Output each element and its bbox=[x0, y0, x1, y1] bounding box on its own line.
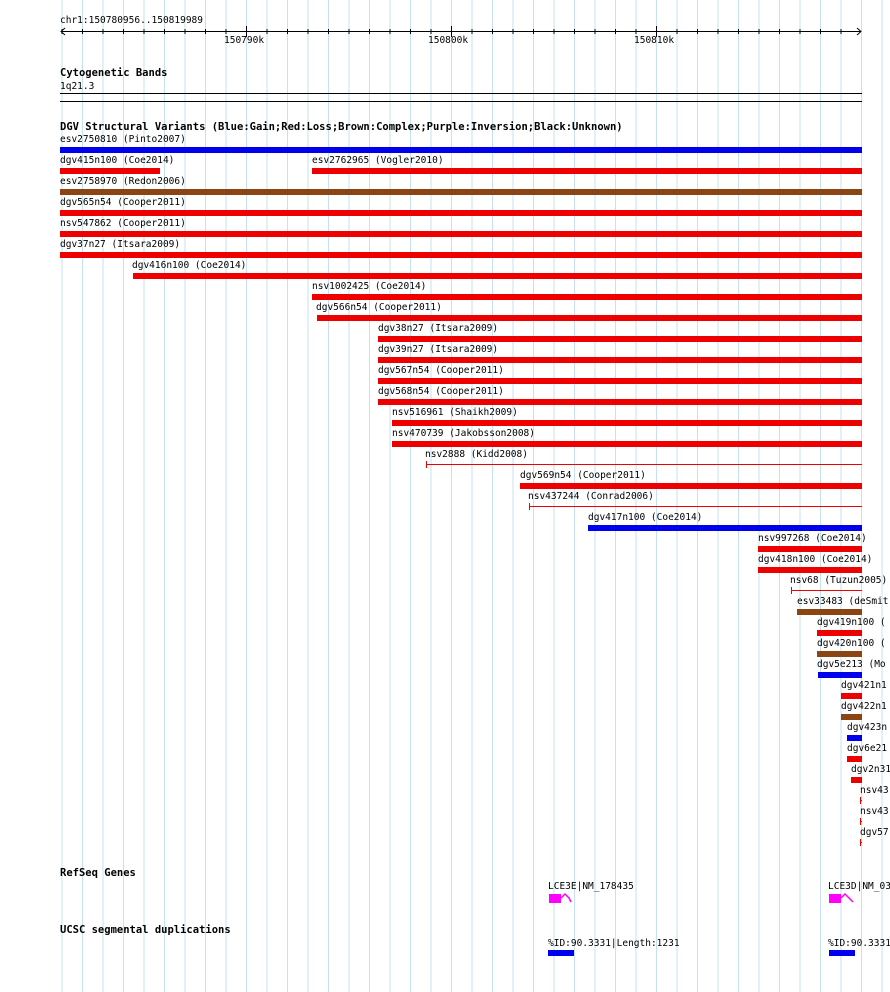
dgv-feature-label[interactable]: esv2762965 (Vogler2010) bbox=[312, 155, 444, 166]
dgv-feature-bar[interactable] bbox=[860, 842, 862, 843]
gene-label[interactable]: LCE3E|NM_178435 bbox=[548, 881, 634, 892]
dgv-feature-label[interactable]: dgv416n100 (Coe2014) bbox=[132, 260, 247, 271]
dgv-feature-label[interactable]: dgv422n1 bbox=[841, 701, 887, 712]
ruler-location: chr1:150780956..150819989 bbox=[60, 15, 203, 26]
dgv-feature-bar[interactable] bbox=[133, 273, 862, 279]
dgv-feature-label[interactable]: dgv57 bbox=[860, 827, 889, 838]
dgv-feature-label[interactable]: dgv567n54 (Cooper2011) bbox=[378, 365, 504, 376]
segdup-label[interactable]: %ID:90.3331 bbox=[828, 938, 890, 949]
dgv-feature-bar[interactable] bbox=[392, 441, 862, 447]
dgv-feature-bar[interactable] bbox=[818, 672, 862, 678]
dgv-feature-label[interactable]: dgv6e21 bbox=[847, 743, 888, 754]
dgv-feature-bar[interactable] bbox=[378, 399, 862, 405]
dgv-feature-bar[interactable] bbox=[758, 567, 862, 573]
dgv-feature-label[interactable]: dgv566n54 (Cooper2011) bbox=[316, 302, 442, 313]
dgv-feature-label[interactable]: dgv5e213 (Mo bbox=[817, 659, 886, 670]
dgv-feature-bar[interactable] bbox=[312, 168, 862, 174]
cytoband-track-title: Cytogenetic Bands bbox=[60, 67, 168, 79]
dgv-feature-label[interactable]: dgv418n100 (Coe2014) bbox=[758, 554, 873, 565]
gene-glyph-lce3e[interactable] bbox=[548, 892, 574, 906]
dgv-feature-bar[interactable] bbox=[60, 189, 862, 195]
dgv-feature-label[interactable]: dgv2n31 bbox=[851, 764, 890, 775]
dgv-feature-bar[interactable] bbox=[60, 147, 862, 153]
ruler-tick-label: 150790k bbox=[224, 35, 265, 46]
dgv-feature-label[interactable]: nsv516961 (Shaikh2009) bbox=[392, 407, 518, 418]
dgv-feature-bar[interactable] bbox=[529, 506, 862, 507]
dgv-feature-bar[interactable] bbox=[817, 630, 862, 636]
dgv-feature-bar[interactable] bbox=[378, 336, 862, 342]
dgv-feature-label[interactable]: dgv423n bbox=[847, 722, 888, 733]
gene-glyph-lce3d[interactable] bbox=[828, 892, 858, 906]
dgv-feature-label[interactable]: nsv68 (Tuzun2005) bbox=[790, 575, 888, 586]
dgv-feature-bar[interactable] bbox=[791, 590, 862, 591]
dgv-feature-label[interactable]: esv2758970 (Redon2006) bbox=[60, 176, 186, 187]
dgv-feature-bar[interactable] bbox=[588, 525, 862, 531]
dgv-feature-bar[interactable] bbox=[758, 546, 862, 552]
dgv-feature-bar[interactable] bbox=[60, 168, 160, 174]
dgv-feature-bar[interactable] bbox=[860, 800, 862, 801]
dgv-feature-bar[interactable] bbox=[860, 821, 862, 822]
dgv-feature-label[interactable]: nsv43 bbox=[860, 806, 889, 817]
dgv-feature-label[interactable]: esv33483 (deSmit bbox=[797, 596, 889, 607]
dgv-feature-bar[interactable] bbox=[60, 231, 862, 237]
dgv-feature-bar[interactable] bbox=[60, 252, 862, 258]
dgv-feature-bar[interactable] bbox=[426, 464, 862, 465]
dgv-feature-bar[interactable] bbox=[851, 777, 862, 783]
refseq-track-title: RefSeq Genes bbox=[60, 867, 136, 879]
cytoband-bar-bottom bbox=[60, 101, 862, 102]
dgv-feature-label[interactable]: dgv569n54 (Cooper2011) bbox=[520, 470, 646, 481]
dgv-feature-bar[interactable] bbox=[797, 609, 862, 615]
dgv-feature-label[interactable]: dgv565n54 (Cooper2011) bbox=[60, 197, 186, 208]
dgv-feature-label[interactable]: dgv38n27 (Itsara2009) bbox=[378, 323, 499, 334]
dgv-feature-bar[interactable] bbox=[378, 378, 862, 384]
dgv-feature-bar[interactable] bbox=[841, 714, 862, 720]
dgv-feature-label[interactable]: nsv43 bbox=[860, 785, 889, 796]
ruler-axis[interactable] bbox=[0, 0, 890, 50]
dgv-track-title: DGV Structural Variants (Blue:Gain;Red:L… bbox=[60, 121, 623, 133]
ruler-tick-label: 150800k bbox=[428, 35, 469, 46]
segdup-track-title: UCSC segmental duplications bbox=[60, 924, 231, 936]
dgv-feature-label[interactable]: dgv419n100 ( bbox=[817, 617, 886, 628]
dgv-feature-label[interactable]: dgv415n100 (Coe2014) bbox=[60, 155, 175, 166]
ruler-tick-label: 150810k bbox=[634, 35, 675, 46]
segdup-bar[interactable] bbox=[548, 950, 574, 956]
gene-label[interactable]: LCE3D|NM_03 bbox=[828, 881, 890, 892]
dgv-feature-bar[interactable] bbox=[817, 651, 862, 657]
dgv-feature-label[interactable]: nsv470739 (Jakobsson2008) bbox=[392, 428, 535, 439]
dgv-feature-label[interactable]: nsv1002425 (Coe2014) bbox=[312, 281, 427, 292]
dgv-feature-label[interactable]: nsv437244 (Conrad2006) bbox=[528, 491, 654, 502]
dgv-feature-label[interactable]: dgv420n100 ( bbox=[817, 638, 886, 649]
dgv-feature-bar[interactable] bbox=[847, 735, 862, 741]
dgv-feature-label[interactable]: nsv547862 (Cooper2011) bbox=[60, 218, 186, 229]
dgv-feature-label[interactable]: dgv568n54 (Cooper2011) bbox=[378, 386, 504, 397]
dgv-feature-bar[interactable] bbox=[317, 315, 862, 321]
dgv-feature-bar[interactable] bbox=[378, 357, 862, 363]
cytoband-bar-top bbox=[60, 93, 862, 94]
dgv-feature-label[interactable]: dgv417n100 (Coe2014) bbox=[588, 512, 703, 523]
dgv-feature-label[interactable]: dgv37n27 (Itsara2009) bbox=[60, 239, 181, 250]
dgv-feature-bar[interactable] bbox=[520, 483, 862, 489]
dgv-feature-label[interactable]: esv2750810 (Pinto2007) bbox=[60, 134, 186, 145]
dgv-feature-bar[interactable] bbox=[847, 756, 862, 762]
dgv-feature-bar[interactable] bbox=[60, 210, 862, 216]
dgv-feature-bar[interactable] bbox=[392, 420, 862, 426]
dgv-feature-bar[interactable] bbox=[841, 693, 862, 699]
dgv-feature-bar[interactable] bbox=[312, 294, 862, 300]
dgv-feature-label[interactable]: dgv39n27 (Itsara2009) bbox=[378, 344, 499, 355]
dgv-feature-label[interactable]: dgv421n1 bbox=[841, 680, 887, 691]
segdup-bar[interactable] bbox=[829, 950, 855, 956]
dgv-feature-label[interactable]: nsv2888 (Kidd2008) bbox=[425, 449, 528, 460]
cytoband-label[interactable]: 1q21.3 bbox=[60, 81, 95, 92]
dgv-feature-label[interactable]: nsv997268 (Coe2014) bbox=[758, 533, 867, 544]
segdup-label[interactable]: %ID:90.3331|Length:1231 bbox=[548, 938, 680, 949]
